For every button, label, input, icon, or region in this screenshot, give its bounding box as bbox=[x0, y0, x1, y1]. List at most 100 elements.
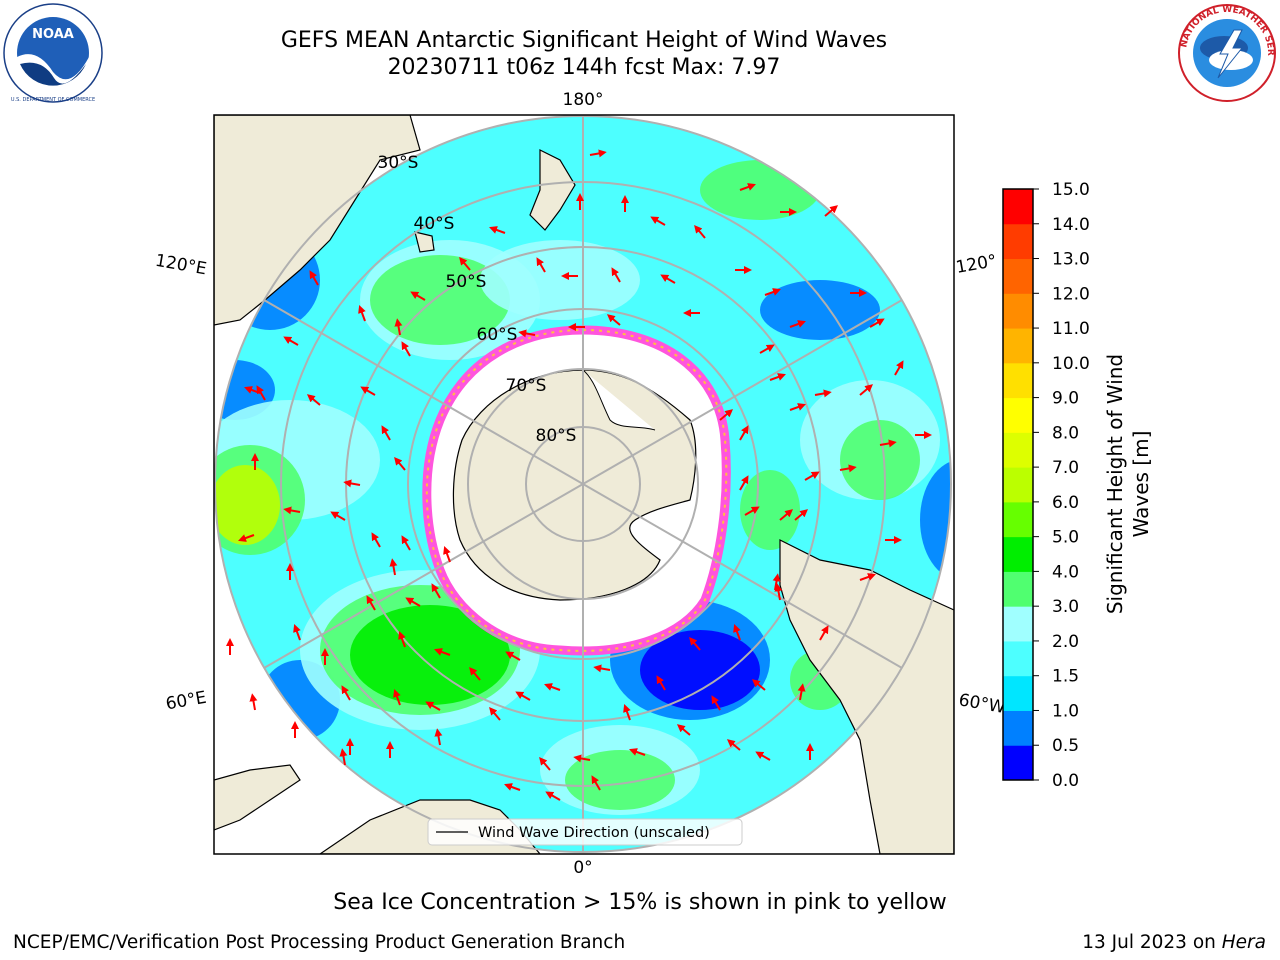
wind-wave-arrow bbox=[591, 775, 601, 791]
wind-wave-arrow bbox=[394, 318, 403, 336]
colorbar-tick-label: 3.0 bbox=[1052, 597, 1079, 617]
wind-wave-arrow bbox=[371, 532, 381, 548]
colorbar-bin bbox=[1003, 432, 1033, 468]
wind-wave-arrow bbox=[283, 336, 299, 346]
lon-label-120w: 120° bbox=[954, 251, 998, 278]
wind-wave-arrow bbox=[539, 756, 551, 771]
wind-wave-arrow bbox=[341, 685, 351, 701]
wind-wave-arrow bbox=[650, 216, 666, 226]
longitude-labels: 180° 120°E 120° 60°E 60°W 0° bbox=[154, 90, 1007, 878]
wind-wave-arrow bbox=[726, 739, 741, 751]
colorbar-tick-label: 13.0 bbox=[1052, 250, 1090, 270]
latitude-labels: 30°S 40°S 50°S 60°S 70°S 80°S bbox=[378, 153, 577, 446]
wind-wave-arrow bbox=[536, 257, 546, 273]
wind-wave-arrow bbox=[733, 624, 741, 641]
wind-wave-arrow bbox=[593, 664, 611, 673]
lat-label-80s: 80°S bbox=[536, 426, 577, 446]
chart-title: GEFS MEAN Antarctic Significant Height o… bbox=[280, 28, 888, 53]
colorbar-bin bbox=[1003, 397, 1033, 433]
colorbar-tick-label: 12.0 bbox=[1052, 284, 1090, 304]
wave-height-contour bbox=[480, 240, 640, 320]
lon-label-60w: 60°W bbox=[957, 690, 1007, 718]
colorbar-tick-label: 10.0 bbox=[1052, 354, 1090, 374]
map-frame bbox=[213, 114, 955, 855]
wind-wave-arrow bbox=[629, 748, 646, 756]
wind-wave-arrow bbox=[879, 439, 897, 448]
wind-wave-arrow bbox=[283, 506, 301, 515]
colorbar-tick-label: 1.0 bbox=[1052, 701, 1079, 721]
wind-wave-arrows bbox=[226, 149, 932, 801]
wave-height-contour bbox=[565, 750, 675, 810]
wind-wave-arrow bbox=[589, 149, 607, 158]
wind-wave-arrow bbox=[343, 479, 361, 488]
colorbar-bin bbox=[1003, 293, 1033, 329]
colorbar-bin bbox=[1003, 675, 1033, 711]
lat-label-60s: 60°S bbox=[477, 325, 518, 345]
colorbar-bin bbox=[1003, 606, 1033, 642]
wind-wave-arrow bbox=[405, 597, 421, 607]
colorbar-tick-label: 0.0 bbox=[1052, 771, 1079, 791]
wind-wave-arrow bbox=[719, 409, 734, 421]
wind-wave-arrow bbox=[469, 666, 481, 681]
wind-wave-arrow bbox=[739, 475, 749, 491]
wave-height-contour bbox=[740, 470, 800, 550]
colorbar-bin bbox=[1003, 536, 1033, 572]
colorbar-bin bbox=[1003, 571, 1033, 607]
colorbar-bin bbox=[1003, 467, 1033, 503]
wind-wave-arrow bbox=[431, 583, 441, 599]
lat-label-30s: 30°S bbox=[378, 153, 419, 173]
wind-wave-arrow bbox=[839, 464, 857, 473]
wind-wave-arrow bbox=[751, 679, 766, 691]
colorbar-tick-label: 14.0 bbox=[1052, 215, 1090, 235]
wind-wave-arrow bbox=[744, 506, 760, 516]
wind-wave-arrow bbox=[711, 695, 721, 711]
lat-label-50s: 50°S bbox=[446, 272, 487, 292]
wind-wave-arrow bbox=[739, 183, 756, 191]
colorbar-label-line1: Significant Height of Wind bbox=[1103, 354, 1127, 614]
wind-wave-arrow bbox=[739, 425, 749, 441]
wave-height-contour bbox=[350, 605, 510, 705]
wind-wave-arrow bbox=[894, 360, 904, 376]
wind-wave-arrow bbox=[459, 256, 471, 271]
wind-wave-arrow bbox=[504, 783, 521, 791]
wave-height-contour bbox=[215, 465, 280, 545]
wind-wave-arrow bbox=[249, 693, 258, 711]
wind-wave-arrow bbox=[401, 341, 411, 357]
wave-height-contour bbox=[920, 460, 951, 580]
colorbar-tick-label: 0.5 bbox=[1052, 736, 1079, 756]
wind-wave-arrow bbox=[394, 456, 406, 471]
credit-text: NCEP/EMC/Verification Post Processing Pr… bbox=[13, 932, 626, 953]
wind-wave-arrow bbox=[306, 394, 321, 406]
wave-height-contour bbox=[370, 255, 510, 345]
wind-wave-arrow bbox=[611, 267, 621, 283]
wind-wave-arrow bbox=[656, 675, 666, 691]
wind-wave-arrow bbox=[676, 724, 691, 736]
colorbar-tick-label: 6.0 bbox=[1052, 493, 1079, 513]
lon-label-60e: 60°E bbox=[164, 688, 208, 715]
wind-wave-arrow bbox=[505, 651, 521, 661]
wind-wave-arrow bbox=[689, 636, 701, 651]
wind-wave-arrow bbox=[859, 384, 874, 396]
wind-wave-arrow bbox=[772, 573, 781, 591]
wind-wave-arrow bbox=[824, 205, 839, 217]
wind-wave-arrow bbox=[410, 291, 426, 301]
wind-wave-arrow bbox=[573, 754, 591, 763]
colorbar-tick-label: 15.0 bbox=[1052, 180, 1090, 200]
wind-wave-arrow bbox=[859, 573, 876, 581]
colorbar-bin bbox=[1003, 328, 1033, 364]
wave-height-contour bbox=[760, 280, 880, 340]
date-stamp: 13 Jul 2023 on Hera bbox=[1082, 932, 1266, 953]
colorbar-tick-label: 2.0 bbox=[1052, 632, 1079, 652]
wind-wave-arrow bbox=[339, 748, 348, 766]
wind-wave-arrow bbox=[309, 270, 319, 286]
colorbar-bin bbox=[1003, 710, 1033, 746]
wind-wave-arrow bbox=[789, 320, 806, 328]
wind-wave-arrow bbox=[434, 728, 443, 746]
machine-name: Hera bbox=[1221, 932, 1266, 953]
wind-wave-arrow bbox=[393, 689, 401, 706]
wind-wave-arrow bbox=[293, 624, 301, 641]
colorbar-tick-label: 9.0 bbox=[1052, 389, 1079, 409]
colorbar: 0.0 0.5 1.0 1.5 2.0 3.0 4.0 5.0 6.0 7.0 8.0 9.0 10.0… bbox=[1002, 180, 1090, 791]
svg-text:U.S. DEPARTMENT OF COMMERCE: U.S. DEPARTMENT OF COMMERCE bbox=[11, 97, 95, 103]
